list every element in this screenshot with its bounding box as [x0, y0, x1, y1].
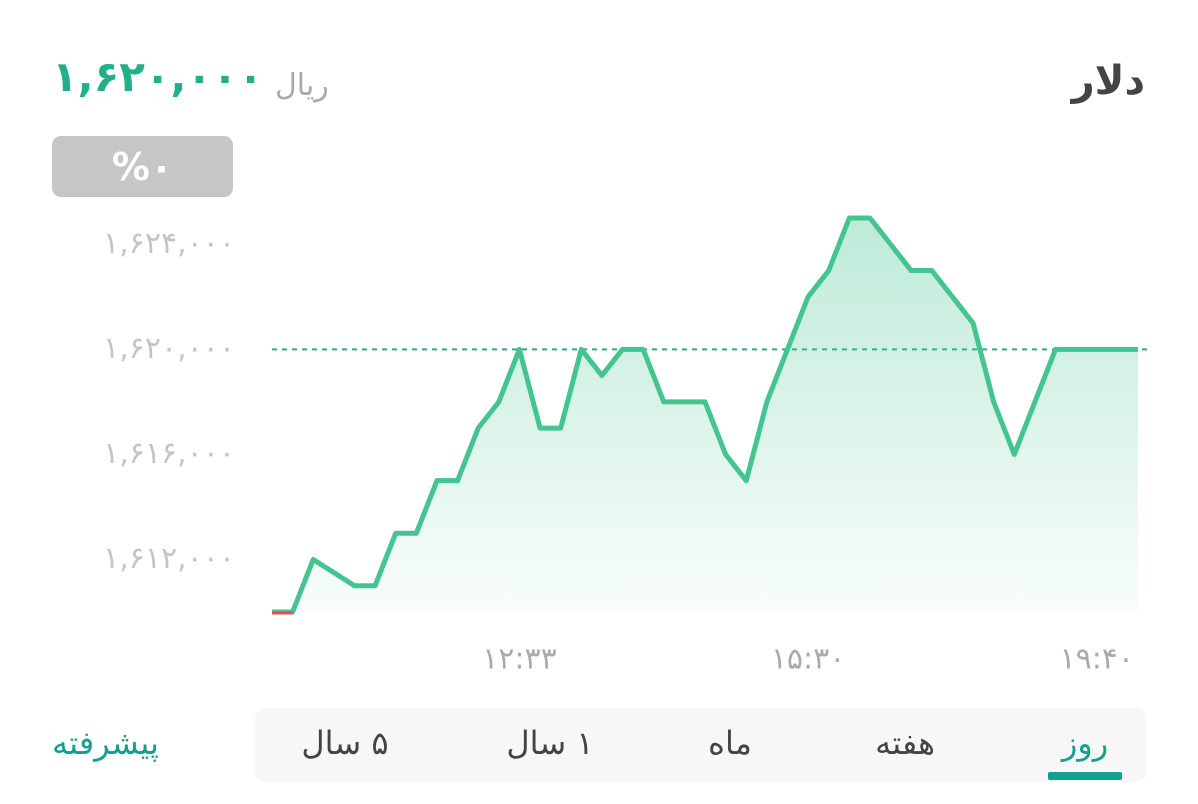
active-underline [1048, 772, 1122, 780]
tab[interactable]: هفته [875, 724, 935, 762]
tab-bar [255, 708, 1146, 782]
line [272, 215, 1138, 615]
area [272, 218, 1138, 612]
y-tick-label: ۱,۶۱۶,۰۰۰ [103, 436, 235, 471]
y-tick-label: ۱,۶۱۲,۰۰۰ [103, 541, 235, 576]
change-badge: %۰ [52, 136, 233, 197]
advanced-button[interactable]: پیشرفته [52, 724, 159, 762]
x-tick-label: ۱۹:۴۰ [1059, 642, 1134, 677]
x-tick-label: ۱۵:۳۰ [771, 642, 846, 677]
change: %۰ [111, 144, 174, 189]
tab[interactable]: ۱ سال [506, 724, 594, 762]
price: ۱,۶۲۰,۰۰۰ [52, 52, 264, 101]
tab[interactable]: روز [1061, 724, 1109, 762]
unit: ریال [275, 68, 329, 103]
y-tick-label: ۱,۶۲۴,۰۰۰ [103, 226, 235, 261]
tab[interactable]: ماه [708, 724, 752, 762]
x-tick-label: ۱۲:۳۳ [482, 642, 557, 677]
y-tick-label: ۱,۶۲۰,۰۰۰ [103, 331, 235, 366]
tab[interactable]: ۵ سال [301, 724, 389, 762]
asset-title: دلار [1071, 58, 1145, 104]
